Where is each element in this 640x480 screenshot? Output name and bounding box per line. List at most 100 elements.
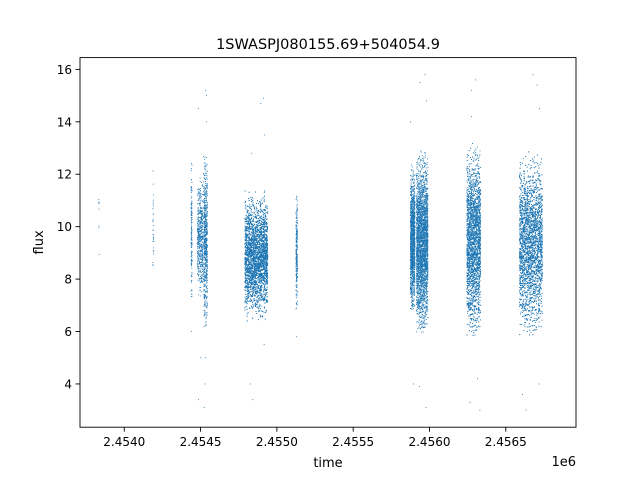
data-point-411 [201,218,203,219]
data-point-1350 [246,261,247,263]
data-point-4871 [256,312,258,314]
data-point-1137 [204,310,206,312]
data-point-4572 [256,215,258,217]
data-point-1274 [205,235,207,236]
data-point-4791 [263,200,265,202]
data-point-4852 [245,278,247,280]
data-point-253 [197,194,199,196]
data-point-526 [201,223,203,225]
data-point-1431 [251,263,253,265]
data-point-4 [98,227,100,229]
data-point-4450 [255,210,257,212]
data-point-1101 [206,225,208,227]
data-point-1243 [204,221,206,223]
data-point-481 [199,240,201,242]
data-point-581 [199,237,201,239]
data-point-1302 [205,206,207,208]
data-point-110 [191,205,193,207]
data-point-834 [206,233,208,234]
data-point-4756 [253,263,255,265]
data-point-1025 [203,177,205,179]
data-point-468 [197,208,199,209]
data-point-1052 [206,194,208,196]
data-point-1186 [203,194,205,196]
data-point-1136 [204,313,206,315]
data-point-1219 [204,252,206,254]
data-point-1263 [205,204,207,206]
data-point-1261 [205,261,207,263]
data-point-409 [198,229,200,231]
data-point-1203 [206,288,208,290]
data-point-514 [199,256,201,258]
data-point-671 [198,274,200,276]
data-point-4941 [255,305,256,306]
data-point-394 [201,209,203,211]
data-point-982 [206,205,208,207]
data-point-645 [200,256,202,258]
data-point-4884 [251,208,252,210]
data-point-1001 [205,226,207,227]
data-point-478 [199,237,201,239]
data-point-369 [201,249,203,250]
data-point-977 [203,168,205,170]
data-point-4599 [253,290,255,292]
data-point-779 [203,275,205,277]
data-point-1061 [203,283,205,285]
data-point-341 [201,235,203,237]
data-point-405 [201,272,202,274]
data-point-331 [198,252,199,254]
data-point-175 [190,259,192,261]
data-point-897 [204,247,206,249]
data-point-1051 [205,253,207,255]
data-point-184 [200,188,201,189]
data-point-700 [204,295,206,297]
data-point-1317 [205,243,207,245]
data-point-4638 [245,226,247,228]
data-point-1081 [204,259,206,261]
data-point-1239 [205,276,207,278]
data-point-159 [191,260,193,262]
data-point-716 [206,175,208,177]
data-point-749 [206,214,208,216]
data-point-935 [206,282,208,284]
data-point-802 [206,178,208,180]
data-point-114 [191,236,192,238]
data-point-1221 [204,241,206,243]
data-point-1404 [245,273,247,275]
data-point-488 [199,196,201,198]
data-point-15 [152,229,154,231]
data-point-821 [204,271,206,272]
data-point-4805 [244,190,246,192]
data-point-60 [191,212,193,214]
data-point-1133 [205,188,206,190]
data-point-719 [203,280,205,282]
data-point-1036 [206,273,208,275]
data-point-1184 [206,314,208,316]
data-point-964 [204,229,206,231]
data-point-548 [201,213,203,215]
data-point-407 [199,268,201,270]
data-point-1405 [262,297,264,299]
data-point-1046 [205,253,207,255]
data-point-419 [199,197,201,199]
data-point-705 [205,170,207,172]
data-point-332 [197,246,199,247]
data-point-1339 [245,249,247,251]
data-point-502 [200,207,202,208]
data-point-315 [197,294,199,296]
scatter-points [98,74,543,411]
data-point-949 [204,275,206,277]
data-point-784 [205,201,207,203]
data-point-274 [199,261,200,263]
data-point-370 [199,227,201,229]
data-point-4955 [256,306,258,308]
data-point-1089 [204,208,206,210]
data-point-1058 [206,259,208,261]
data-point-118 [191,163,192,164]
data-point-1223 [203,245,205,247]
data-point-14 [152,218,154,220]
data-point-1100 [204,248,206,250]
data-point-498 [200,257,202,259]
data-point-553 [200,210,202,212]
data-point-855 [203,172,205,174]
